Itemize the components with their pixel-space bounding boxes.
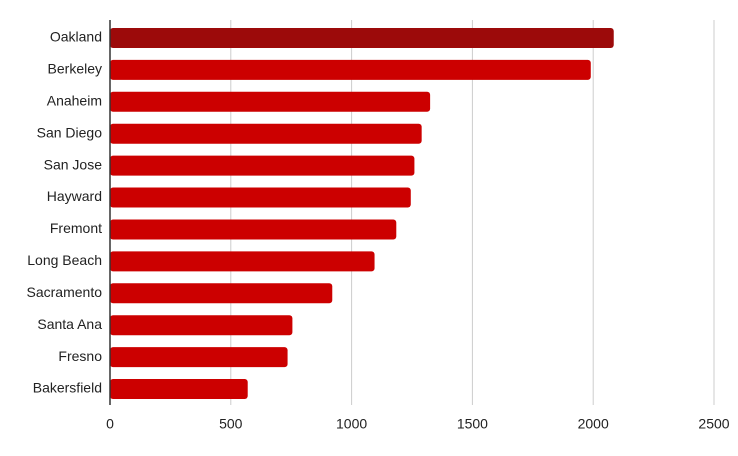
bar [110,187,411,208]
bar [110,315,293,336]
bar [110,155,415,176]
bar [110,219,397,240]
bar [110,283,333,304]
y-tick-label: Long Beach [27,252,102,268]
y-tick-label: San Jose [44,156,103,172]
x-tick-label: 1000 [336,416,367,432]
y-tick-label: Bakersfield [33,380,102,396]
x-tick-label: 2000 [578,416,609,432]
bar [110,123,422,144]
y-tick-label: Anaheim [47,92,102,108]
y-tick-label: Santa Ana [37,316,102,332]
bar [110,347,288,368]
y-tick-label: Berkeley [48,61,102,77]
y-tick-label: Sacramento [27,284,103,300]
x-tick-label: 0 [106,416,114,432]
bar [110,59,591,80]
y-tick-label: Fresno [58,348,102,364]
x-tick-label: 1500 [457,416,488,432]
bar [110,91,431,112]
bar [110,27,614,48]
y-tick-label: San Diego [37,124,103,140]
y-tick-label: Fremont [50,220,102,236]
bar [110,379,248,400]
y-tick-label: Hayward [47,188,102,204]
bar [110,251,375,272]
y-tick-label: Oakland [50,29,102,45]
x-tick-label: 500 [219,416,243,432]
x-tick-label: 2500 [698,416,729,432]
